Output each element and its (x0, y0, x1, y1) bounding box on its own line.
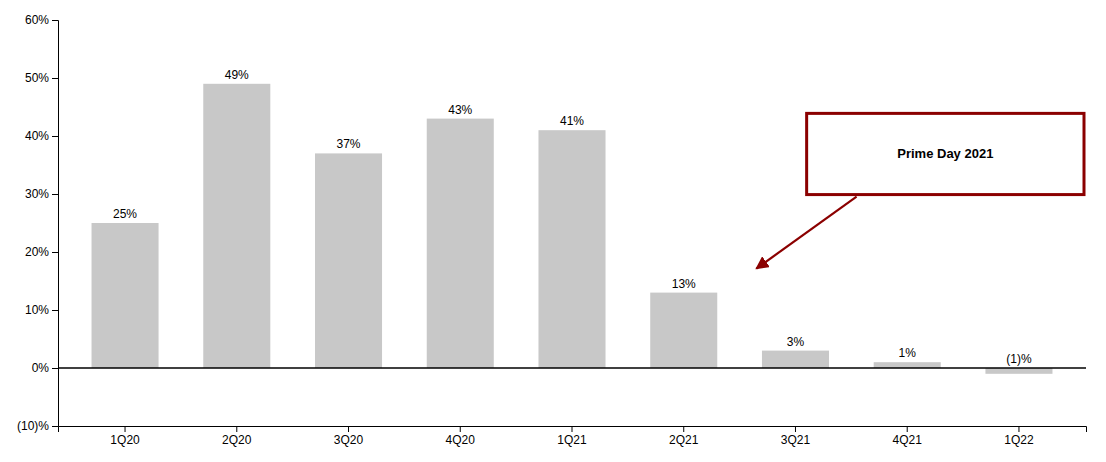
annotation: Prime Day 2021 (756, 113, 1084, 268)
plot-area: (10)% 0% 10% 20% 30% 40% 50% 60% 1Q20 2Q20 3Q20 4Q2… (17, 13, 1087, 446)
x-tick-label: 1Q20 (110, 433, 140, 447)
y-axis: (10)% 0% 10% 20% 30% 40% 50% 60% (17, 13, 59, 433)
y-tick: 10% (25, 303, 58, 317)
y-tick-mark (52, 78, 58, 79)
y-axis-line (52, 21, 59, 427)
y-tick-label: 30% (25, 187, 49, 201)
y-tick-mark (52, 426, 58, 427)
x-tick-mark (907, 426, 908, 432)
data-label: 43% (448, 103, 472, 117)
x-tick: 2Q21 (669, 426, 699, 447)
bar (762, 351, 829, 368)
bar (203, 84, 270, 368)
x-tick-label: 1Q21 (557, 433, 587, 447)
data-label: 41% (560, 114, 584, 128)
y-tick-mark (52, 252, 58, 253)
y-tick-label: 0% (32, 361, 50, 375)
x-tick: 1Q20 (110, 426, 140, 447)
x-tick: 2Q20 (222, 426, 252, 447)
data-label: 3% (787, 335, 805, 349)
y-tick: 60% (25, 13, 58, 27)
x-tick-label: 4Q21 (893, 433, 923, 447)
x-tick-mark (795, 426, 796, 432)
bar (874, 362, 941, 368)
data-label: 13% (672, 277, 696, 291)
bar (985, 368, 1052, 374)
y-tick-label: 20% (25, 245, 49, 259)
annotation-text: Prime Day 2021 (897, 146, 993, 161)
data-label: 49% (225, 68, 249, 82)
data-label: 25% (113, 207, 137, 221)
y-tick-label: 10% (25, 303, 49, 317)
y-tick: 30% (25, 187, 58, 201)
x-tick-label: 1Q22 (1004, 433, 1034, 447)
y-tick-label: 60% (25, 13, 49, 27)
x-tick-label: 3Q21 (781, 433, 811, 447)
bar (427, 119, 494, 368)
bar (650, 293, 717, 368)
x-tick: 4Q20 (446, 426, 476, 447)
y-tick: 20% (25, 245, 58, 259)
x-tick-label: 2Q21 (669, 433, 699, 447)
x-tick-mark (125, 426, 126, 432)
x-tick-mark (572, 426, 573, 432)
data-label: 37% (337, 137, 361, 151)
bar (315, 153, 382, 368)
annotation-box (807, 113, 1084, 194)
y-tick-label: 50% (25, 71, 49, 85)
x-tick-mark (348, 426, 349, 432)
y-tick: 40% (25, 129, 58, 143)
y-tick-mark (52, 20, 58, 21)
x-tick-mark (460, 426, 461, 432)
y-tick: 50% (25, 71, 58, 85)
y-tick-mark (52, 194, 58, 195)
x-tick: 1Q21 (557, 426, 587, 447)
x-tick-mark (683, 426, 684, 432)
x-tick: 4Q21 (893, 426, 923, 447)
x-tick-mark (1018, 426, 1019, 432)
data-label: (1)% (1006, 352, 1032, 366)
x-tick: 3Q20 (334, 426, 364, 447)
y-tick: (10)% (17, 419, 58, 433)
zero-line (58, 367, 1086, 369)
y-tick-mark (52, 368, 58, 369)
x-axis: 1Q20 2Q20 3Q20 4Q20 1Q21 2Q21 3Q21 4Q21 1Q22 (59, 426, 1087, 447)
x-tick-label: 2Q20 (222, 433, 252, 447)
bar (92, 223, 159, 368)
x-tick: 3Q21 (781, 426, 811, 447)
x-axis-line (59, 427, 1087, 433)
chart: (10)% 0% 10% 20% 30% 40% 50% 60% 1Q20 2Q20 3Q20 4Q2… (0, 0, 1106, 462)
x-tick-mark (236, 426, 237, 432)
bar (538, 130, 605, 368)
x-tick-label: 3Q20 (334, 433, 364, 447)
x-tick: 1Q22 (1004, 426, 1034, 447)
y-tick-mark (52, 310, 58, 311)
y-tick-label: (10)% (17, 419, 49, 433)
annotation-arrow (756, 197, 856, 269)
data-label: 1% (899, 346, 917, 360)
x-tick-label: 4Q20 (446, 433, 476, 447)
y-tick-mark (52, 136, 58, 137)
y-tick-label: 40% (25, 129, 49, 143)
y-tick: 0% (32, 361, 58, 375)
